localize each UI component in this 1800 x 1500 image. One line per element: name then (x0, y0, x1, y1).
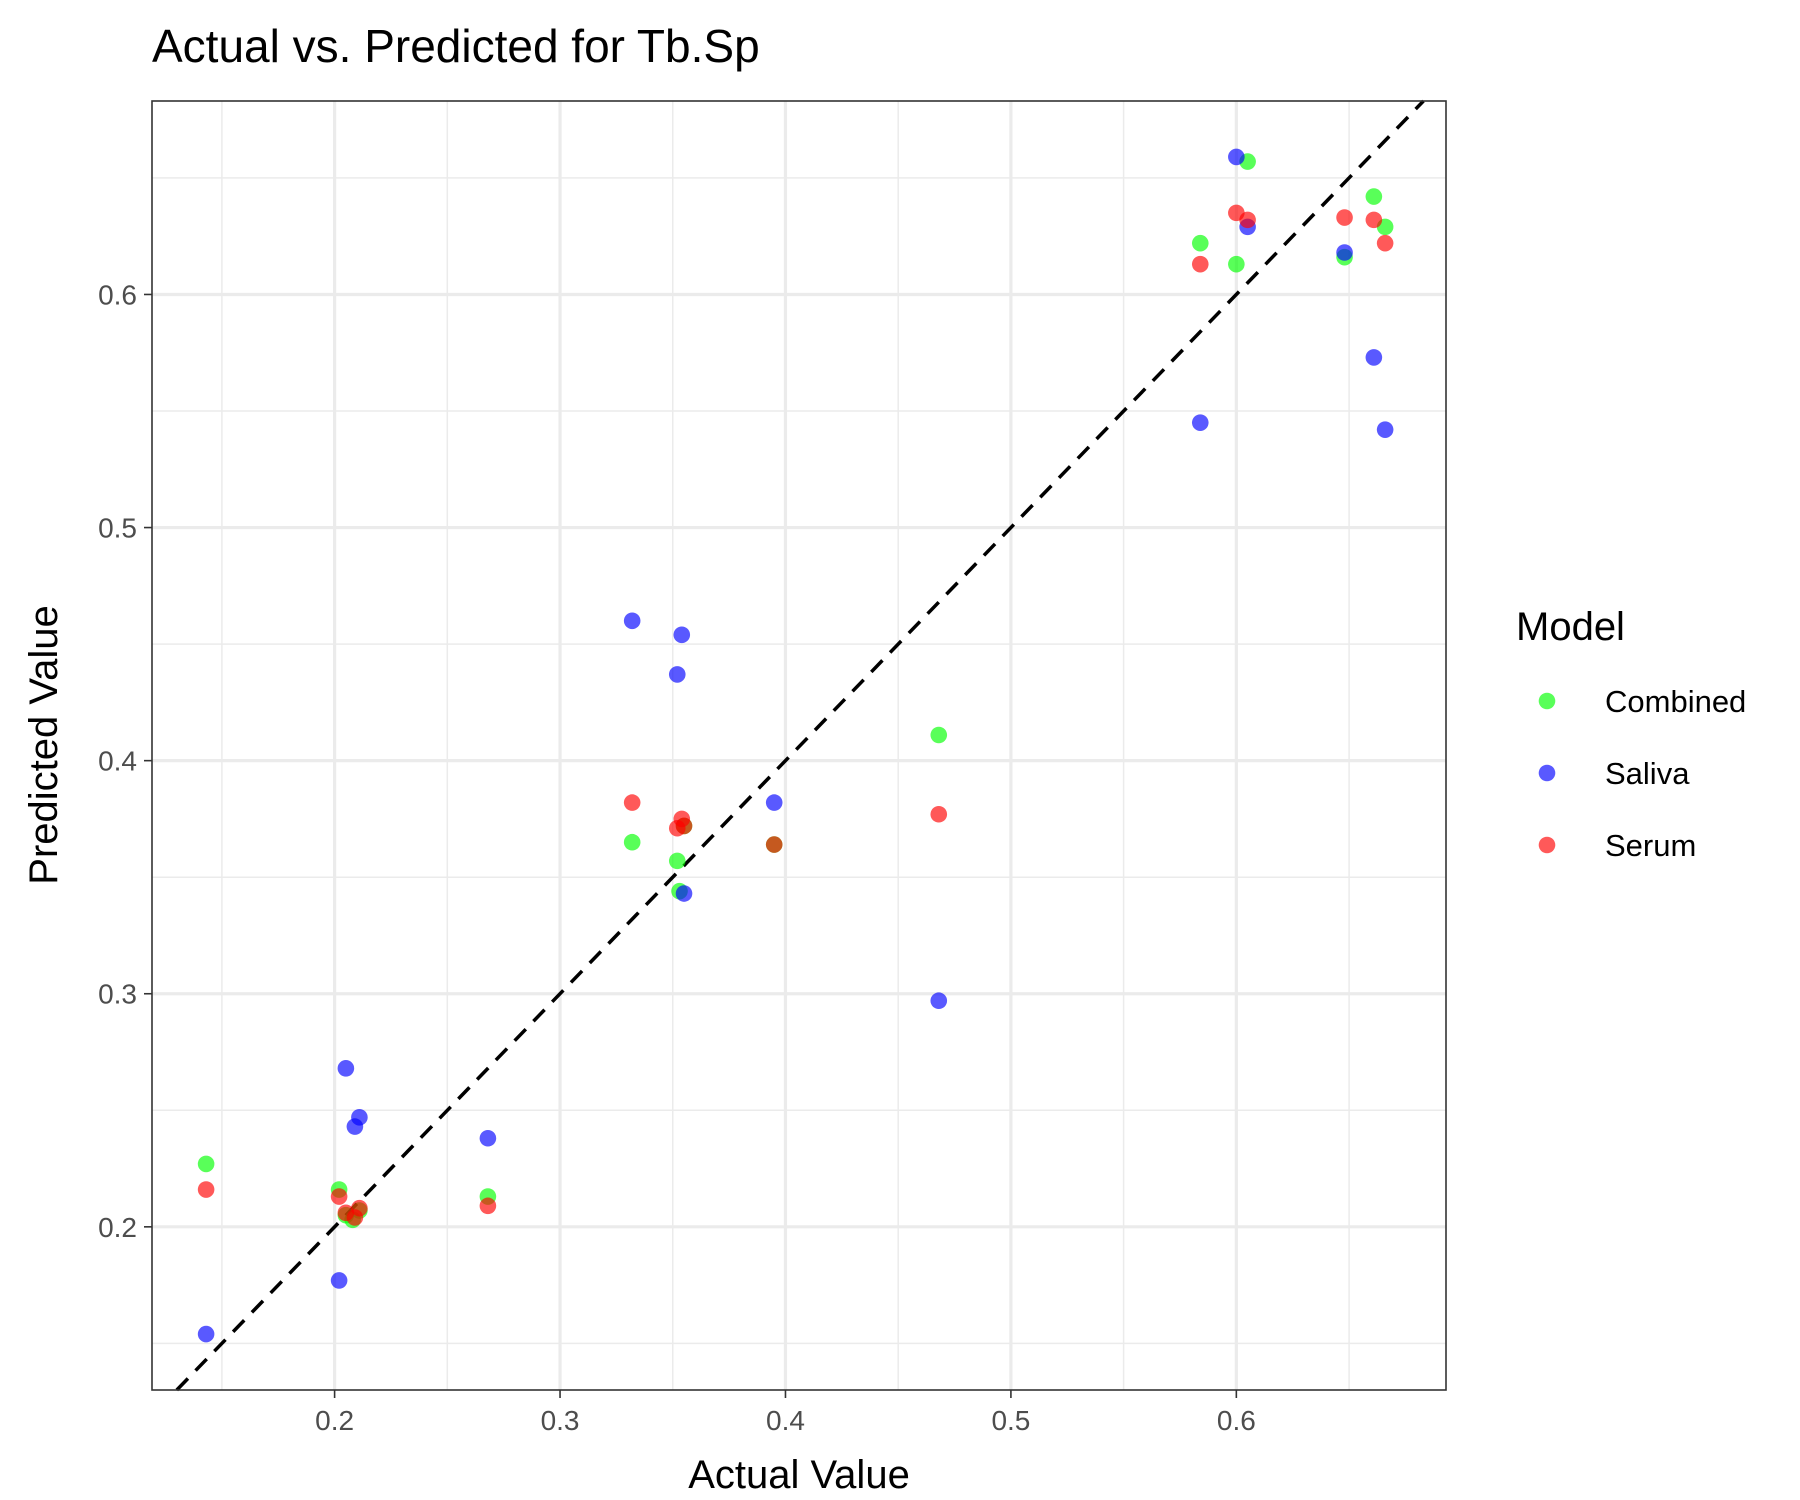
data-point (337, 1060, 355, 1077)
y-axis-title: Predicted Value (22, 605, 66, 884)
data-point (1336, 244, 1353, 261)
data-point (479, 1197, 497, 1215)
legend-label-serum: Serum (1605, 828, 1696, 863)
legend-key-serum (1538, 836, 1556, 854)
x-axis-title: Actual Value (688, 1453, 910, 1497)
legend-items: Combined Saliva Serum (1538, 684, 1746, 863)
plot-border (151, 100, 1447, 1391)
data-point (1365, 211, 1383, 229)
data-point (1191, 255, 1209, 273)
data-point (1228, 255, 1245, 273)
y-tick-label: 0.3 (98, 979, 137, 1010)
data-point (479, 1129, 497, 1147)
legend-key-combined (1538, 692, 1556, 710)
data-point (623, 794, 641, 811)
data-point (930, 992, 948, 1010)
legend: Model Combined Saliva Serum (1516, 605, 1746, 863)
series-serum (197, 204, 1394, 1226)
data-point (330, 1272, 348, 1289)
data-point (1365, 349, 1383, 366)
data-point (330, 1188, 348, 1205)
data-point (623, 612, 641, 630)
x-tick-label: 0.4 (766, 1405, 805, 1436)
y-tick-label: 0.2 (98, 1212, 137, 1243)
data-point (1376, 421, 1394, 438)
legend-title: Model (1516, 605, 1625, 649)
y-tick-label: 0.4 (98, 746, 137, 777)
data-point (765, 836, 783, 853)
x-tick-label: 0.3 (541, 1405, 580, 1436)
x-tick-label: 0.2 (315, 1405, 354, 1436)
data-point (1191, 414, 1209, 431)
data-point (351, 1199, 368, 1217)
data-point (1239, 211, 1256, 229)
data-point (623, 833, 641, 851)
data-points (197, 148, 1394, 1343)
y-tick-label: 0.6 (98, 279, 137, 310)
identity-reference-line (175, 99, 1425, 1392)
data-point (668, 852, 686, 870)
data-point (930, 805, 948, 823)
data-point (1228, 148, 1245, 166)
data-point (1376, 234, 1394, 252)
data-point (351, 1108, 368, 1126)
x-axis-ticks: 0.2 0.3 0.4 0.5 0.6 (315, 1390, 1256, 1436)
legend-key-saliva (1538, 764, 1556, 782)
data-point (668, 666, 686, 683)
x-tick-label: 0.5 (991, 1405, 1030, 1436)
y-axis-ticks: 0.2 0.3 0.4 0.5 0.6 (98, 279, 152, 1243)
data-point (197, 1325, 215, 1343)
minor-gridlines (152, 101, 1446, 1390)
data-point (673, 626, 691, 644)
data-point (765, 794, 783, 811)
data-point (197, 1181, 215, 1198)
series-saliva (197, 148, 1394, 1343)
data-point (675, 885, 693, 902)
legend-label-combined: Combined (1605, 684, 1746, 719)
reference-line-group (175, 99, 1425, 1392)
y-tick-label: 0.5 (98, 513, 137, 544)
major-gridlines (152, 101, 1446, 1390)
data-point (1336, 209, 1353, 226)
chart-title: Actual vs. Predicted for Tb.Sp (152, 20, 760, 72)
data-point (930, 726, 948, 744)
legend-label-saliva: Saliva (1605, 756, 1690, 791)
data-point (197, 1155, 215, 1173)
data-point (1365, 188, 1383, 205)
data-point (675, 817, 693, 835)
data-point (1191, 234, 1209, 252)
x-tick-label: 0.6 (1217, 1405, 1256, 1436)
